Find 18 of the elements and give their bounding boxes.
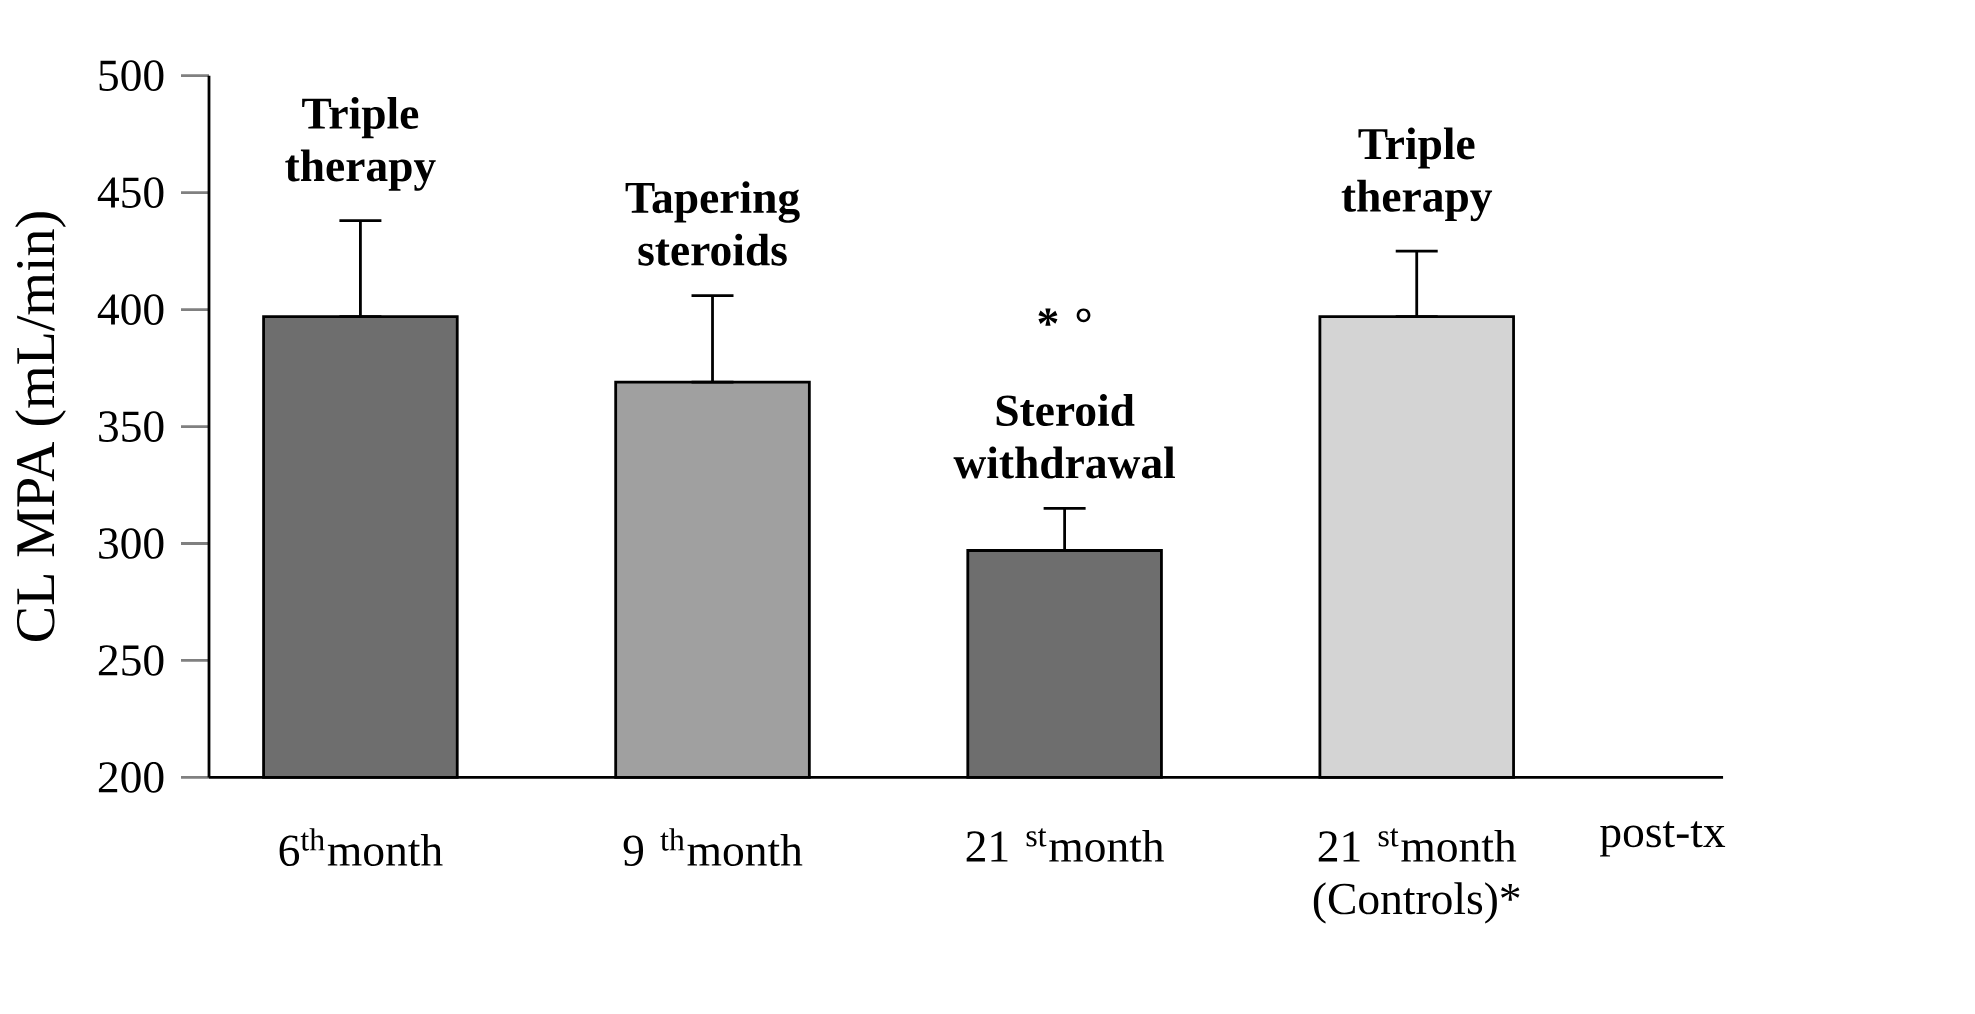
y-tick-label: 500 bbox=[99, 60, 164, 91]
y-tick-label: 300 bbox=[99, 527, 164, 559]
x-tick-label: 9 $^{th}$month bbox=[623, 828, 803, 866]
annotation: Triple therapy bbox=[285, 96, 436, 191]
annotation: Triple therapy bbox=[1341, 127, 1493, 222]
x-axis-title: post-tx bbox=[1600, 821, 1726, 857]
y-tick-label: 350 bbox=[99, 411, 164, 442]
y-tick-label: 200 bbox=[98, 761, 164, 793]
x-tick-label: 21 $^{st}$month bbox=[966, 828, 1164, 862]
x-tick-label: 21 $^{st}$month (Controls)* bbox=[1313, 828, 1520, 924]
x-tick-label: 6$^{th}$month bbox=[279, 828, 443, 866]
y-tick-label: 250 bbox=[98, 644, 164, 676]
annotation: Tapering steroids bbox=[625, 181, 800, 266]
y-tick-label: 400 bbox=[97, 294, 164, 325]
y-tick-label: 450 bbox=[97, 177, 164, 208]
annotation: * ° bbox=[1038, 308, 1091, 326]
y-axis-title: CL MPA (mL/min) bbox=[15, 212, 66, 641]
annotation: Steroid withdrawal bbox=[953, 393, 1175, 479]
